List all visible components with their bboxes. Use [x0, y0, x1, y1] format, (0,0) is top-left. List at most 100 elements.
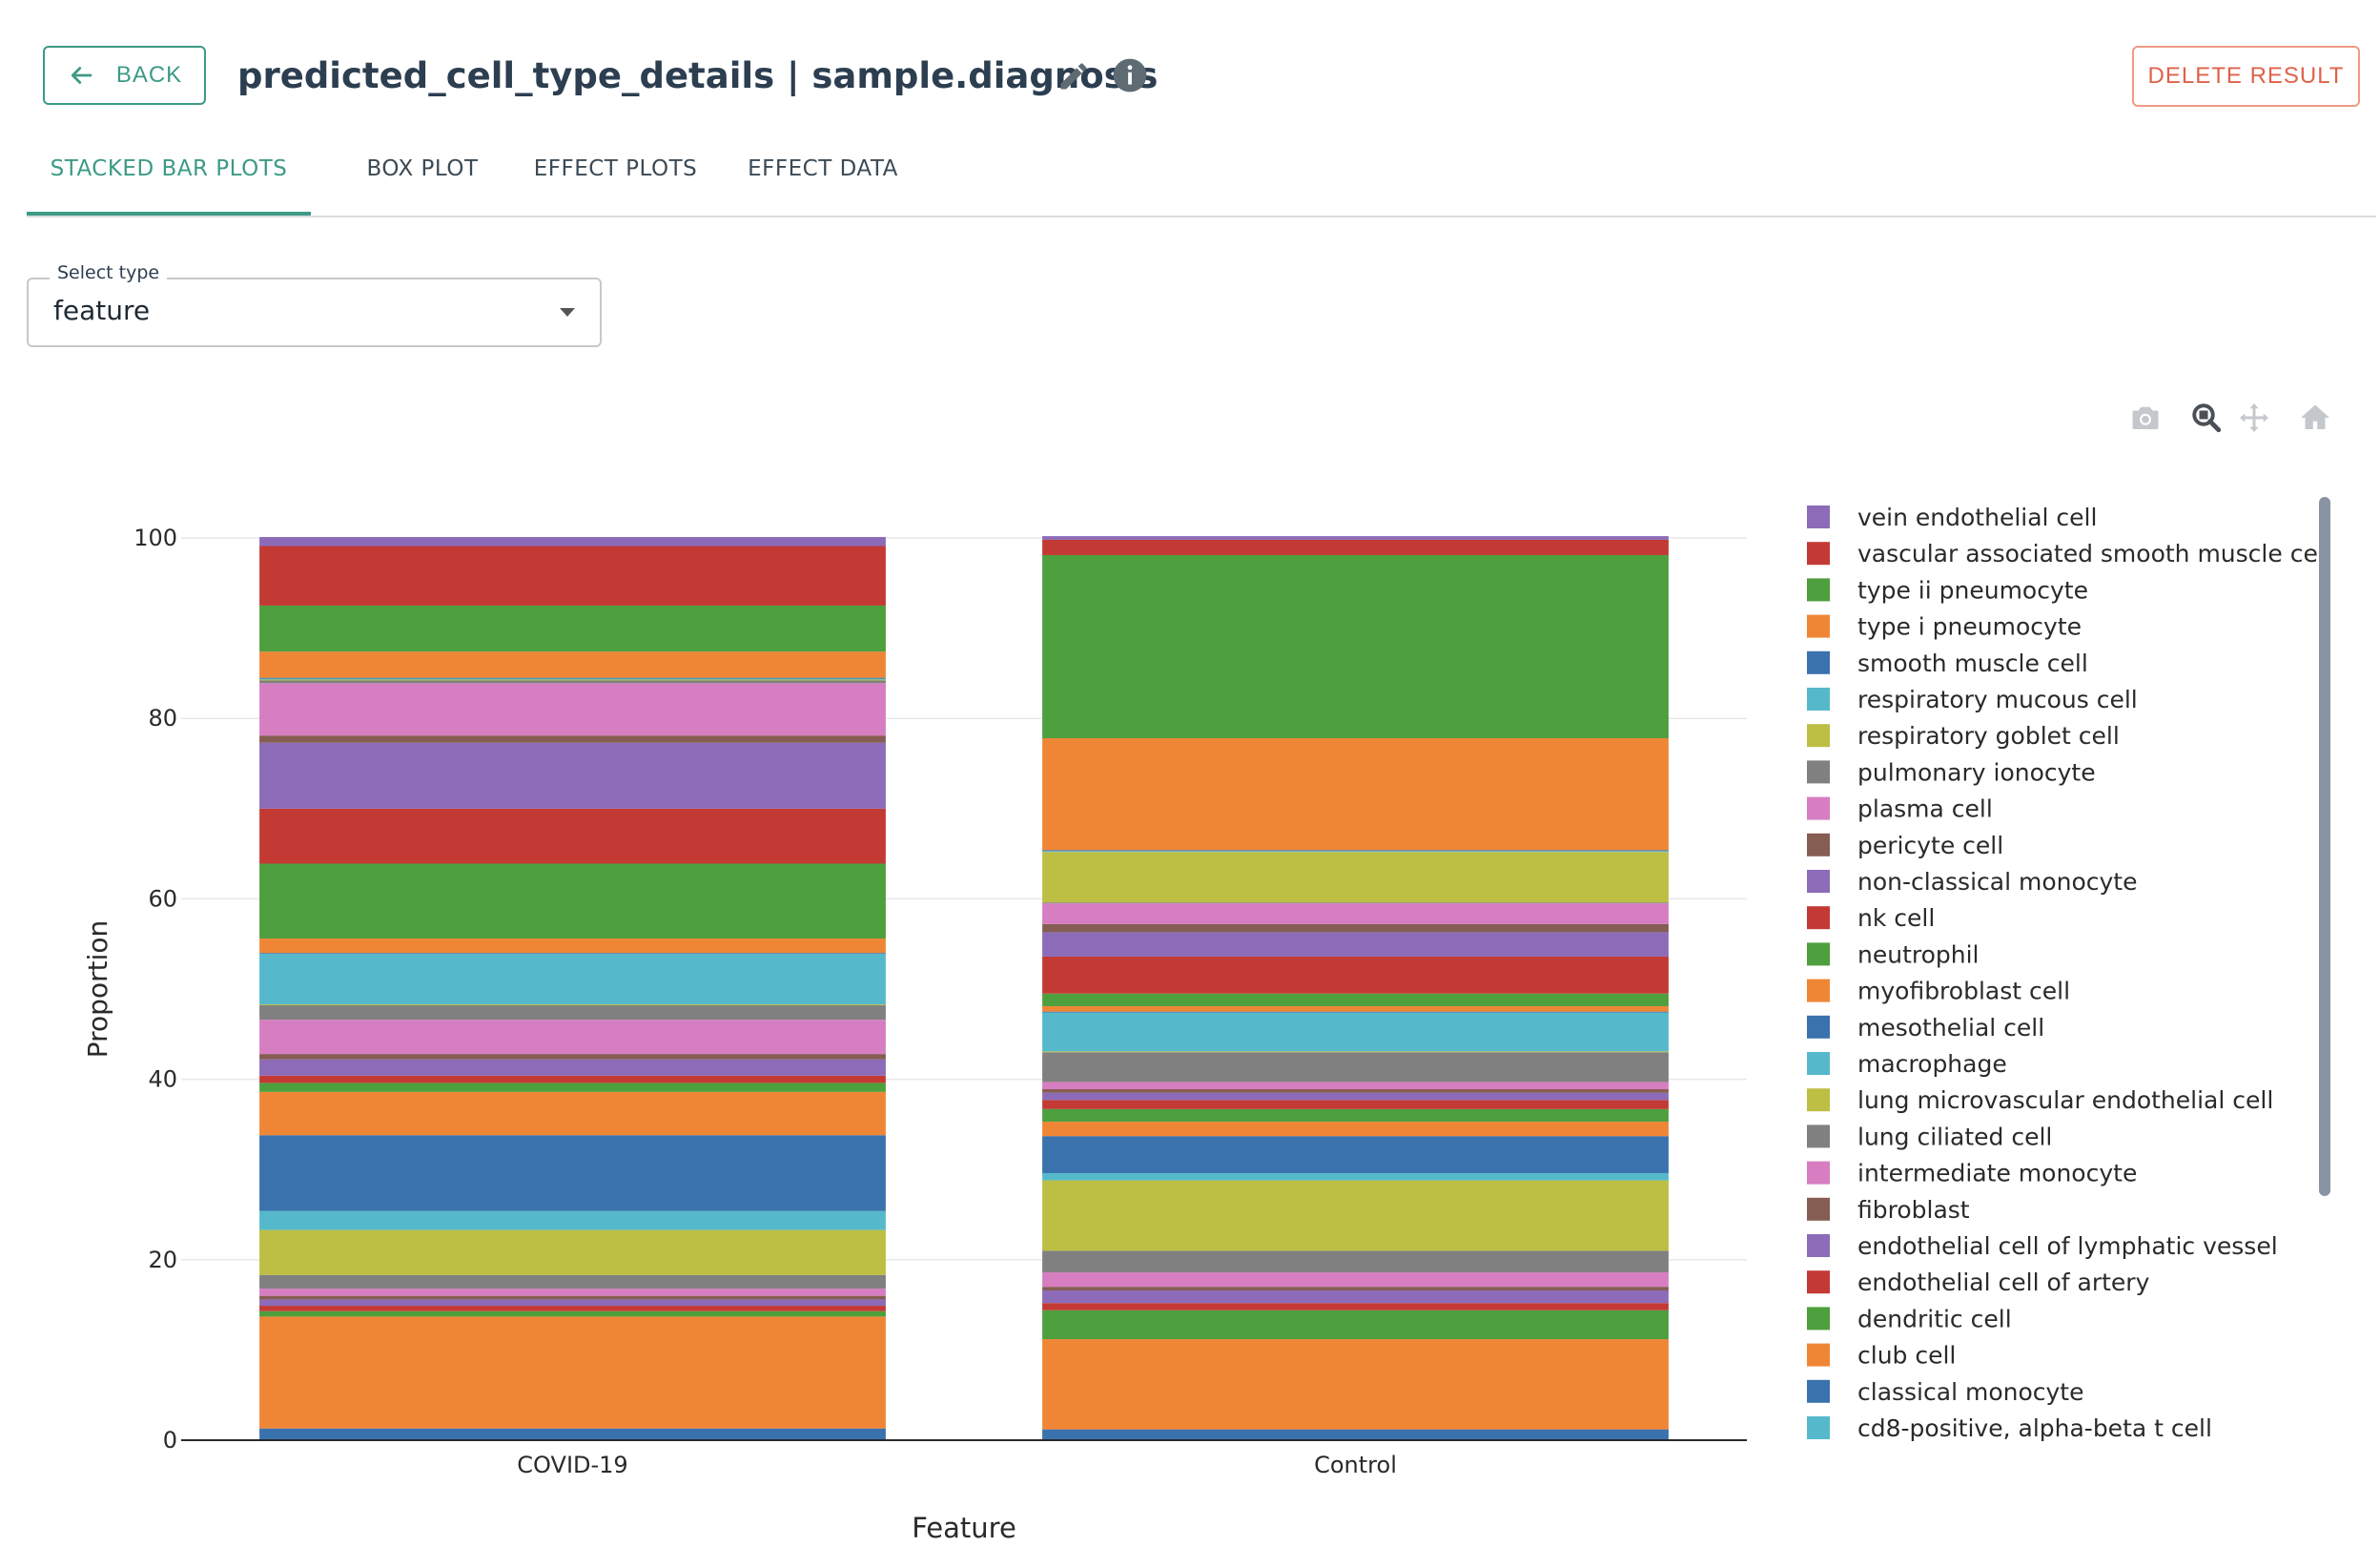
legend-item[interactable]: neutrophil [1807, 940, 1980, 968]
legend-swatch[interactable] [1807, 833, 1830, 856]
legend-item[interactable]: dendritic cell [1807, 1305, 2012, 1332]
legend-item[interactable]: lung microvascular endothelial cell [1807, 1086, 2273, 1114]
bar-segment[interactable] [259, 651, 886, 678]
bar-segment[interactable] [259, 1075, 886, 1083]
legend-item[interactable]: respiratory goblet cell [1807, 722, 2120, 750]
bar-segment[interactable] [1042, 1172, 1669, 1181]
legend-swatch[interactable] [1807, 688, 1830, 711]
legend-item[interactable]: endothelial cell of lymphatic vessel [1807, 1232, 2278, 1260]
bar-segment[interactable] [259, 863, 886, 939]
bar-segment[interactable] [259, 1004, 886, 1006]
bar-segment[interactable] [1042, 539, 1669, 555]
bar-segment[interactable] [1042, 1082, 1669, 1090]
bar-segment[interactable] [259, 1295, 886, 1300]
bar-segment[interactable] [1042, 1092, 1669, 1101]
bar-segment[interactable] [259, 1310, 886, 1317]
legend-swatch[interactable] [1807, 1270, 1830, 1294]
bar-segment[interactable] [1042, 1122, 1669, 1137]
legend-swatch[interactable] [1807, 1161, 1830, 1185]
bar-segment[interactable] [259, 1020, 886, 1055]
bar-segment[interactable] [259, 808, 886, 864]
legend-swatch[interactable] [1807, 1234, 1830, 1257]
bar-segment[interactable] [259, 1054, 886, 1060]
bar-segment[interactable] [1042, 1012, 1669, 1052]
legend-item[interactable]: type i pneumocyte [1807, 613, 2082, 641]
legend-item[interactable]: smooth muscle cell [1807, 650, 2088, 677]
legend-swatch[interactable] [1807, 542, 1830, 566]
home-icon[interactable] [2298, 401, 2332, 435]
bar-segment[interactable] [259, 677, 886, 679]
bar-segment[interactable] [1042, 850, 1669, 852]
bar-segment[interactable] [259, 1091, 886, 1136]
delete-result-button[interactable]: DELETE RESULT [2132, 46, 2360, 107]
legend-item[interactable]: nk cell [1807, 904, 1935, 932]
bar-segment[interactable] [259, 735, 886, 743]
bar-segment[interactable] [259, 546, 886, 606]
bar-segment[interactable] [1042, 738, 1669, 851]
legend-item[interactable]: club cell [1807, 1342, 1956, 1370]
bar-segment[interactable] [1042, 956, 1669, 994]
bar-segment[interactable] [259, 678, 886, 680]
bar-segment[interactable] [259, 683, 886, 736]
legend-swatch[interactable] [1807, 870, 1830, 893]
legend-swatch[interactable] [1807, 1379, 1830, 1403]
bar-segment[interactable] [259, 742, 886, 809]
bar-segment[interactable] [1042, 1429, 1669, 1440]
bar-segment[interactable] [259, 1316, 886, 1429]
bar-segment[interactable] [259, 954, 886, 1005]
bar-segment[interactable] [259, 1135, 886, 1211]
legend-item[interactable]: fibroblast [1807, 1196, 1970, 1224]
legend-swatch[interactable] [1807, 1343, 1830, 1367]
bar-segment[interactable] [1042, 1005, 1669, 1012]
legend-swatch[interactable] [1807, 614, 1830, 638]
bar-segment[interactable] [1042, 1052, 1669, 1083]
tab-stacked-bar-plots[interactable]: STACKED BAR PLOTS [50, 156, 288, 181]
bar-segment[interactable] [259, 1005, 886, 1021]
legend-scrollbar[interactable] [2319, 497, 2330, 1196]
legend-swatch[interactable] [1807, 760, 1830, 784]
legend-swatch[interactable] [1807, 1416, 1830, 1439]
legend-swatch[interactable] [1807, 906, 1830, 930]
legend-swatch[interactable] [1807, 1307, 1830, 1331]
bar-segment[interactable] [1042, 903, 1669, 924]
legend-item[interactable]: vein endothelial cell [1807, 504, 2097, 531]
legend-swatch[interactable] [1807, 1197, 1830, 1221]
legend-swatch[interactable] [1807, 650, 1830, 674]
bar-segment[interactable] [259, 679, 886, 681]
bar-segment[interactable] [1042, 1011, 1669, 1013]
bar-segment[interactable] [259, 680, 886, 684]
bar-segment[interactable] [1042, 851, 1669, 853]
tab-box-plot[interactable]: BOX PLOT [366, 156, 479, 181]
select-type-dropdown[interactable]: Select type feature [27, 262, 602, 347]
bar-segment[interactable] [1042, 1250, 1669, 1273]
legend-item[interactable]: respiratory mucous cell [1807, 686, 2138, 713]
bar-segment[interactable] [259, 1274, 886, 1289]
bar-segment[interactable] [1042, 932, 1669, 957]
tab-effect-plots[interactable]: EFFECT PLOTS [533, 156, 698, 181]
bar-segment[interactable] [1042, 554, 1669, 739]
bar-segment[interactable] [1042, 993, 1669, 1006]
legend-item[interactable]: plasma cell [1807, 795, 1993, 823]
bar-segment[interactable] [1042, 1303, 1669, 1310]
info-icon[interactable] [1112, 57, 1148, 93]
legend-item[interactable]: cd8-positive, alpha-beta t cell [1807, 1414, 2212, 1442]
bar-segment[interactable] [259, 953, 886, 955]
legend-item[interactable]: vascular associated smooth muscle cell [1807, 540, 2331, 567]
bar-segment[interactable] [259, 1083, 886, 1092]
bar-segment[interactable] [259, 939, 886, 954]
bar-segment[interactable] [259, 1059, 886, 1076]
bar-segment[interactable] [1042, 1289, 1669, 1304]
legend-swatch[interactable] [1807, 1124, 1830, 1148]
bar-segment[interactable] [1042, 1272, 1669, 1288]
bar-segment[interactable] [259, 1229, 886, 1275]
bar-segment[interactable] [259, 1210, 886, 1230]
legend-swatch[interactable] [1807, 505, 1830, 528]
pencil-icon[interactable] [1057, 59, 1091, 93]
legend-item[interactable]: intermediate monocyte [1807, 1160, 2137, 1187]
bar-segment[interactable] [1042, 1339, 1669, 1430]
legend-swatch[interactable] [1807, 1015, 1830, 1039]
bar-segment[interactable] [259, 605, 886, 652]
legend-item[interactable]: lung ciliated cell [1807, 1123, 2052, 1150]
bar-segment[interactable] [1042, 1089, 1669, 1093]
bar-segment[interactable] [259, 537, 886, 547]
